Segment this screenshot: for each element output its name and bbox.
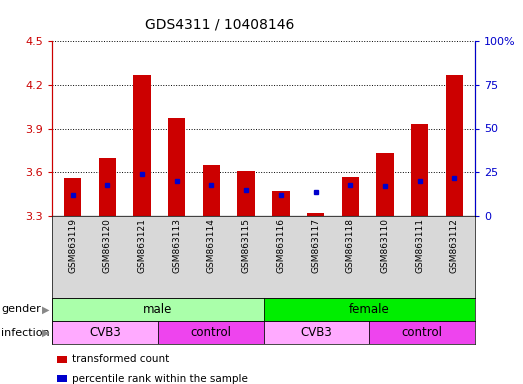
Text: GSM863119: GSM863119 — [69, 218, 77, 273]
Text: GSM863114: GSM863114 — [207, 218, 216, 273]
Text: ▶: ▶ — [42, 305, 49, 314]
Bar — [376, 153, 393, 216]
Bar — [52, 298, 264, 321]
Bar — [342, 177, 359, 216]
Text: GSM863115: GSM863115 — [242, 218, 251, 273]
Text: GSM863112: GSM863112 — [450, 218, 459, 273]
Text: male: male — [143, 303, 173, 316]
Text: GSM863111: GSM863111 — [415, 218, 424, 273]
Text: control: control — [190, 326, 231, 339]
Text: CVB3: CVB3 — [89, 326, 121, 339]
Text: percentile rank within the sample: percentile rank within the sample — [72, 374, 248, 384]
Bar — [264, 298, 475, 321]
Bar — [264, 321, 369, 344]
Bar — [446, 74, 463, 216]
Bar — [158, 321, 264, 344]
Text: GSM863110: GSM863110 — [380, 218, 389, 273]
Bar — [133, 74, 151, 216]
Bar — [168, 118, 186, 216]
Text: GSM863120: GSM863120 — [103, 218, 112, 273]
Text: GSM863113: GSM863113 — [172, 218, 181, 273]
Bar — [307, 213, 324, 216]
Bar — [369, 321, 475, 344]
Text: female: female — [349, 303, 390, 316]
Bar — [237, 171, 255, 216]
Text: GSM863118: GSM863118 — [346, 218, 355, 273]
Bar — [99, 158, 116, 216]
Text: GSM863116: GSM863116 — [276, 218, 286, 273]
Bar — [203, 165, 220, 216]
Bar — [411, 124, 428, 216]
Text: GDS4311 / 10408146: GDS4311 / 10408146 — [145, 17, 294, 31]
Text: control: control — [402, 326, 442, 339]
Text: GSM863121: GSM863121 — [138, 218, 146, 273]
Text: transformed count: transformed count — [72, 354, 169, 364]
Text: infection: infection — [1, 328, 50, 338]
Bar — [272, 191, 290, 216]
Bar — [64, 178, 82, 216]
Text: CVB3: CVB3 — [301, 326, 332, 339]
Text: gender: gender — [1, 305, 41, 314]
Text: GSM863117: GSM863117 — [311, 218, 320, 273]
Bar — [52, 321, 158, 344]
Text: ▶: ▶ — [42, 328, 49, 338]
